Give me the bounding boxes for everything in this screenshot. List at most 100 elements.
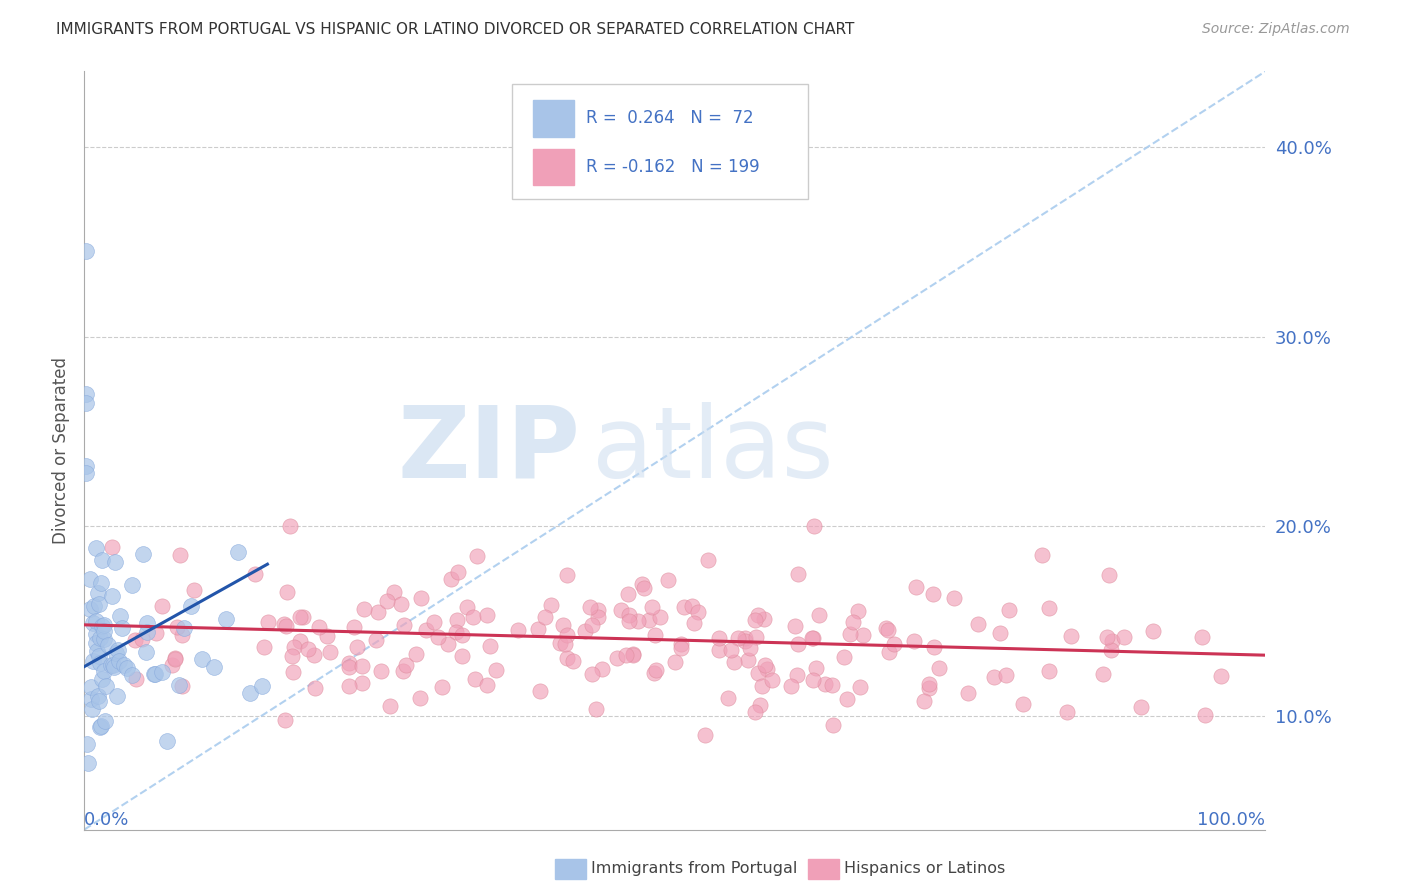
Point	[801, 673, 824, 687]
Point	[121, 578, 143, 592]
Point	[276, 585, 298, 599]
Point	[633, 582, 655, 596]
Point	[440, 573, 463, 587]
Point	[86, 614, 108, 628]
Point	[841, 615, 863, 629]
Point	[96, 679, 118, 693]
Point	[463, 609, 485, 624]
Point	[1098, 568, 1121, 582]
Point	[1129, 700, 1152, 714]
Point	[918, 681, 941, 696]
Text: Hispanics or Latinos: Hispanics or Latinos	[844, 862, 1005, 876]
Point	[101, 540, 124, 554]
Point	[446, 565, 468, 579]
Point	[807, 608, 830, 623]
Point	[87, 689, 110, 703]
Point	[883, 637, 905, 651]
Point	[366, 632, 388, 647]
Point	[87, 694, 110, 708]
Point	[1142, 624, 1164, 639]
Point	[617, 614, 640, 628]
Point	[93, 664, 115, 678]
Point	[527, 623, 550, 637]
Point	[591, 662, 613, 676]
Point	[606, 651, 628, 665]
Point	[614, 648, 637, 662]
Point	[644, 663, 666, 677]
Point	[281, 665, 304, 679]
Point	[852, 628, 875, 642]
Point	[75, 396, 97, 410]
Point	[319, 645, 342, 659]
Point	[1056, 705, 1078, 719]
Point	[82, 702, 104, 716]
Point	[80, 680, 103, 694]
Point	[79, 601, 101, 615]
Point	[276, 618, 298, 632]
Point	[350, 675, 373, 690]
Point	[444, 624, 467, 639]
Point	[956, 686, 979, 700]
Point	[166, 619, 188, 633]
Point	[997, 603, 1019, 617]
Point	[1112, 630, 1135, 644]
Point	[107, 642, 129, 657]
Point	[375, 594, 398, 608]
Point	[108, 653, 131, 667]
Point	[1060, 629, 1083, 643]
Point	[723, 656, 745, 670]
Point	[405, 647, 427, 661]
Point	[557, 628, 579, 642]
Point	[409, 591, 432, 606]
Point	[75, 458, 97, 473]
Point	[747, 665, 769, 680]
Point	[132, 547, 155, 561]
Text: R =  0.264   N =  72: R = 0.264 N = 72	[586, 110, 754, 128]
Point	[1209, 669, 1232, 683]
Point	[554, 636, 576, 650]
Point	[783, 618, 806, 632]
Point	[77, 756, 100, 771]
Point	[838, 627, 860, 641]
Point	[125, 672, 148, 686]
Point	[786, 637, 808, 651]
Point	[804, 661, 827, 675]
Point	[740, 641, 762, 656]
Point	[912, 694, 935, 708]
Point	[786, 668, 808, 682]
Point	[707, 632, 730, 646]
FancyBboxPatch shape	[533, 100, 575, 136]
Text: 100.0%: 100.0%	[1198, 811, 1265, 829]
Point	[337, 679, 360, 693]
Point	[150, 665, 173, 680]
Point	[877, 645, 900, 659]
Point	[485, 663, 508, 677]
Point	[529, 683, 551, 698]
Point	[90, 619, 112, 633]
Point	[253, 640, 276, 654]
Point	[821, 677, 844, 691]
Point	[382, 585, 405, 599]
Point	[156, 733, 179, 747]
Point	[751, 679, 773, 693]
Point	[391, 597, 413, 611]
Point	[409, 690, 432, 705]
Point	[83, 599, 105, 614]
Point	[115, 661, 138, 675]
Point	[657, 573, 679, 587]
Text: R = -0.162   N = 199: R = -0.162 N = 199	[586, 158, 759, 176]
Point	[191, 652, 214, 666]
FancyBboxPatch shape	[533, 149, 575, 186]
Point	[103, 660, 125, 674]
Point	[346, 640, 368, 655]
Point	[1031, 548, 1053, 562]
Point	[142, 666, 165, 681]
Point	[967, 616, 990, 631]
Point	[464, 672, 486, 686]
Point	[163, 651, 186, 665]
Point	[250, 679, 273, 693]
Point	[79, 573, 101, 587]
Point	[104, 555, 127, 569]
Point	[121, 667, 143, 681]
Point	[143, 667, 166, 681]
